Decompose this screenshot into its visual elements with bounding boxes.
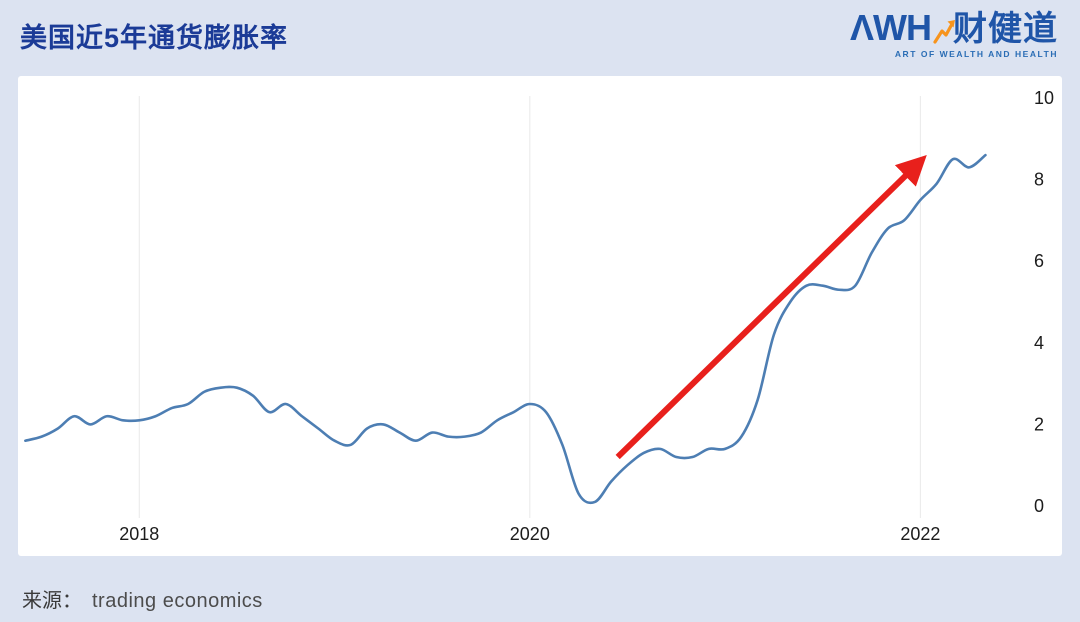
- logo-latin-text: ΛWH: [850, 7, 932, 48]
- chart-card: 2018 2020 2022 0 2 4 6 8 10: [18, 76, 1062, 556]
- y-tick-label: 6: [1034, 251, 1044, 271]
- logo-subtitle: ART OF WEALTH AND HEALTH: [894, 49, 1058, 59]
- trend-arrow: [615, 154, 927, 460]
- inflation-line: [24, 153, 987, 505]
- y-tick-label: 2: [1034, 414, 1044, 434]
- y-tick-label: 0: [1034, 496, 1044, 516]
- source-label: 来源：: [22, 590, 82, 612]
- x-tick-label: 2018: [119, 524, 159, 544]
- y-tick-label: 4: [1034, 333, 1044, 353]
- source-line: 来源： trading economics: [22, 584, 263, 613]
- x-tick-label: 2022: [900, 524, 940, 544]
- page-title: 美国近5年通货膨胀率: [20, 23, 289, 53]
- y-tick-label: 8: [1034, 170, 1044, 190]
- awh-logo: ΛWH 财健道 ART OF WEALTH AND HEALTH: [850, 7, 1058, 60]
- inflation-line-chart: 2018 2020 2022 0 2 4 6 8 10: [24, 88, 1054, 544]
- source-value: trading economics: [92, 590, 263, 612]
- logo-rising-arrow-icon: [933, 20, 955, 44]
- logo-cn-text: 财健道: [953, 10, 1058, 48]
- x-tick-label: 2020: [510, 524, 550, 544]
- y-tick-label: 10: [1034, 88, 1054, 108]
